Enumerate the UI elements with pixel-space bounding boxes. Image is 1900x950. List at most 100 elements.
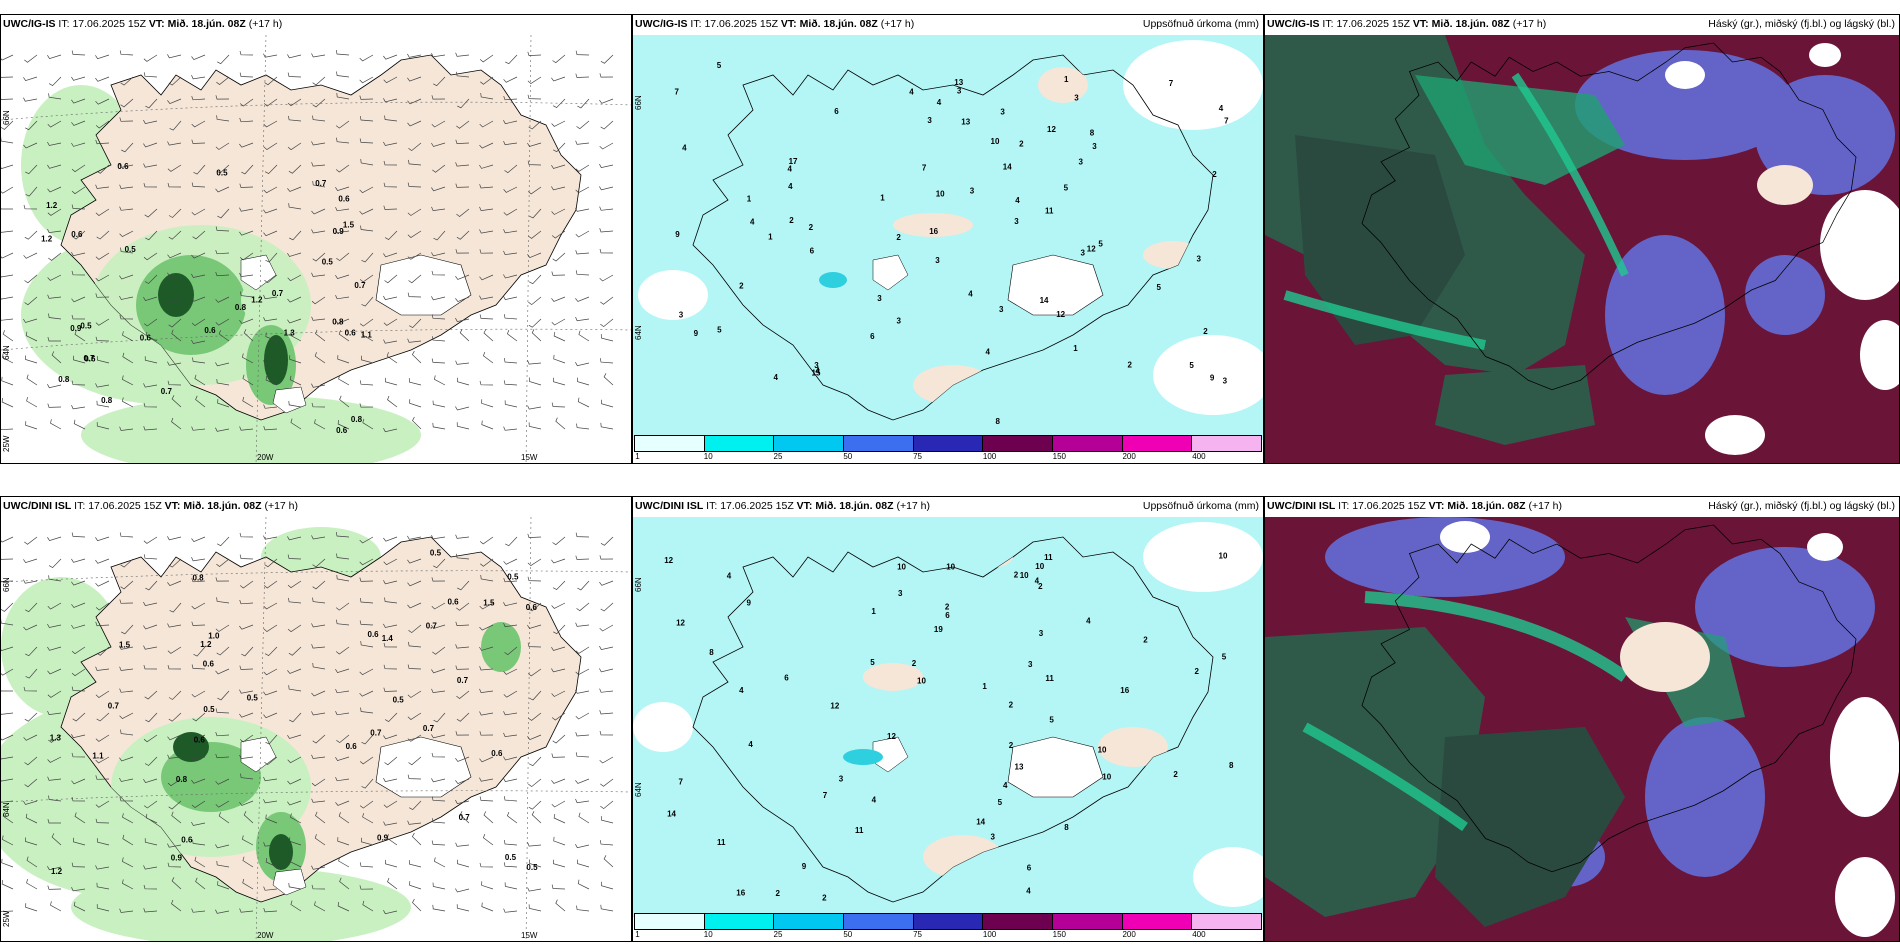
wind-barb [337,902,350,912]
wind-barb [335,229,350,234]
wind-barb [191,690,206,698]
wind-barb [575,186,590,194]
wind-barb [167,54,182,59]
wind-barb [47,384,62,389]
wind-barb [431,818,446,824]
wind-barb [71,120,86,126]
wind-barb [529,274,542,285]
wind-barb [432,882,446,890]
precip-value: 4 [1035,576,1040,585]
wind-barb [311,690,326,697]
it-value: 17.06.2025 15Z [88,500,162,512]
precip-value: 3 [1000,107,1005,116]
rain-value: 1.1 [92,751,104,760]
precip-value: 4 [727,571,732,580]
wind-barb [71,270,86,276]
wind-barb [95,602,110,611]
wind-barb [191,95,206,101]
wind-barb [25,331,38,342]
wind-barb [119,645,134,650]
wind-barb [359,318,374,327]
it-value: 17.06.2025 15Z [72,18,146,30]
wind-barb [528,120,542,130]
wind-barb [191,557,206,562]
wind-barb [119,50,134,56]
wind-barb [527,842,542,847]
wind-barb [95,666,110,671]
wind-barb [215,800,230,808]
legend-swatch [1122,436,1193,451]
wind-barb [169,602,182,613]
wind-barb [312,98,326,108]
wind-barb [528,800,542,810]
wind-barb [335,120,350,129]
wind-barb [577,377,590,386]
rain-value: 1.2 [251,296,263,305]
wind-barb [1,646,14,652]
wind-barb [599,73,614,78]
wind-barb [383,54,398,60]
rain-value: 0.8 [193,574,205,583]
precip-values: 2223423541110812111086121013975496421016… [664,552,1234,903]
wind-barb [575,622,590,627]
wind-barb [336,619,350,626]
precip-value: 2 [1038,582,1043,591]
wind-barb [217,399,230,408]
precip-value: 10 [991,137,1000,146]
wind-barb [362,331,374,342]
wind-barb [599,248,614,254]
wind-barb [409,318,422,329]
wind-barb [335,777,350,782]
precip-value: 3 [970,186,975,195]
iceland-outline [1361,42,1857,391]
wind-barb [551,164,566,169]
wind-barb [95,558,110,564]
wind-barb [314,352,326,364]
wind-barb [455,406,470,411]
wind-barb [359,186,374,194]
wind-barb [289,355,302,364]
wind-barb [479,756,494,763]
wind-barb [192,839,206,846]
wind-barb [1,230,14,233]
precip-value: 5 [1157,283,1162,292]
rain-value: 1.3 [284,329,296,338]
wind-barb [359,95,374,100]
wind-barb [575,532,590,538]
wind-barb [431,602,446,610]
legend-swatch [704,436,775,451]
wind-barb [479,249,494,254]
wind-barb [25,164,38,175]
rain-value: 0.9 [171,853,183,862]
wind-barb [289,712,302,723]
wind-barb [239,580,254,589]
precip-value: 16 [1120,686,1129,695]
wind-barb [431,206,446,211]
wind-barb [551,778,566,784]
precip-value: 2 [822,894,827,903]
wind-barb [48,575,62,582]
wind-barb [24,712,38,722]
rain-value: 0.5 [526,863,538,872]
wind-barb [120,580,134,590]
lead-time: (+17 h) [264,500,299,512]
wind-barb [215,731,230,737]
precip-value: 15 [812,368,821,377]
precip-value: 3 [679,311,684,320]
map-top-wind-rain: 0.50.60.60.70.60.70.60.60.80.60.50.81.21… [1,34,631,463]
wind-barb [95,336,110,342]
wind-barb [239,50,254,56]
rain-value: 1.3 [50,734,62,743]
wind-barb [576,423,590,430]
wind-barb [553,354,566,364]
wind-barb [603,855,614,868]
model-name: UWC/IG-IS [635,18,688,30]
wind-barb [144,208,158,218]
rain-value: 0.6 [140,333,152,342]
wind-barb [383,295,398,300]
wind-barb [600,536,614,546]
wind-barb [311,711,326,716]
rain-values: 0.50.60.60.70.60.70.60.60.80.60.50.81.21… [41,162,372,435]
wind-barb [95,274,110,282]
wind-barb [263,53,278,58]
